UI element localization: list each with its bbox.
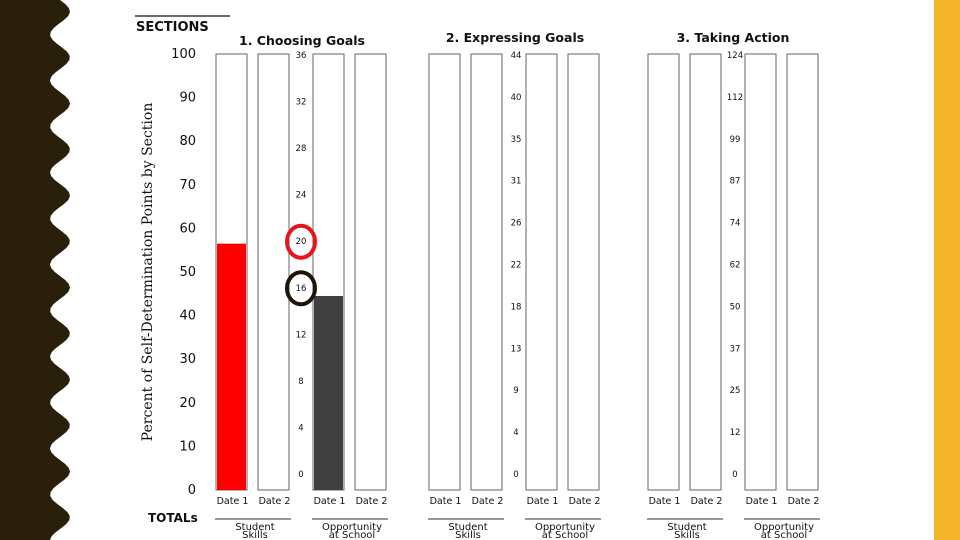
section-title: 1. Choosing Goals <box>239 33 365 48</box>
points-tick-label: 35 <box>511 135 522 145</box>
date-label: Date 2 <box>356 496 388 507</box>
points-tick-label: 0 <box>732 470 737 480</box>
percent-tick-label: 90 <box>179 91 196 106</box>
wavy-edge-shape <box>0 0 70 540</box>
points-tick-label: 124 <box>727 51 743 61</box>
group-label: Skills <box>455 530 481 540</box>
chart-annotations <box>285 223 317 307</box>
points-tick-label: 4 <box>298 423 303 433</box>
chart-section: 2. Expressing Goals Date 1 Date 2 StudentSk… <box>428 30 601 540</box>
points-tick-label: 44 <box>511 51 522 61</box>
points-tick-label: 62 <box>730 261 741 271</box>
date-label: Date 1 <box>217 496 249 507</box>
left-decorative-band <box>0 0 80 540</box>
percent-tick-label: 60 <box>179 221 196 236</box>
points-tick-label: 9 <box>513 386 518 396</box>
percent-tick-label: 70 <box>179 178 196 193</box>
percent-tick-label: 30 <box>179 352 196 367</box>
right-accent-band <box>934 0 960 540</box>
y-axis-label: Percent of Self-Determination Points by … <box>140 103 156 442</box>
group-label: at School <box>761 530 807 540</box>
bar-outline <box>470 53 503 491</box>
points-tick-label: 18 <box>511 302 522 312</box>
group-label: Opportunity <box>754 522 814 533</box>
date-label: Date 2 <box>788 496 820 507</box>
percent-tick-label: 20 <box>179 396 196 411</box>
bar-outline <box>525 53 558 491</box>
points-tick-label: 0 <box>513 470 518 480</box>
bar-outline <box>257 53 290 491</box>
points-tick-label: 12 <box>730 428 741 438</box>
section-title: 2. Expressing Goals <box>446 30 584 45</box>
points-tick-label: 99 <box>730 135 741 145</box>
percent-tick-label: 100 <box>171 47 196 62</box>
points-tick-label: 50 <box>730 302 741 312</box>
percent-tick-label: 50 <box>179 265 196 280</box>
section-title: 3. Taking Action <box>677 30 790 45</box>
bar-outline <box>354 53 387 491</box>
annotation-circle <box>285 270 317 307</box>
date-label: Date 1 <box>649 496 681 507</box>
percent-tick-label: 0 <box>188 483 196 498</box>
group-label: Student <box>448 522 487 533</box>
points-tick-label: 25 <box>730 386 741 396</box>
date-label: Date 1 <box>314 496 346 507</box>
date-label: Date 2 <box>569 496 601 507</box>
bar-outline <box>647 53 680 491</box>
annotation-circle <box>285 223 317 260</box>
group-label: Student <box>667 522 706 533</box>
group-label: Skills <box>242 530 268 540</box>
group-label: Skills <box>674 530 700 540</box>
points-tick-label: 112 <box>727 93 743 103</box>
percent-tick-label: 40 <box>179 309 196 324</box>
percent-tick-label: 80 <box>179 134 196 149</box>
percent-tick-label: 10 <box>179 439 196 454</box>
points-tick-label: 20 <box>296 237 307 247</box>
bar-fill <box>314 295 343 490</box>
points-tick-label: 36 <box>296 51 307 61</box>
points-tick-label: 4 <box>513 428 518 438</box>
date-label: Date 2 <box>259 496 291 507</box>
points-tick-label: 87 <box>730 177 741 187</box>
points-tick-label: 28 <box>296 144 307 154</box>
bar-fill <box>217 243 246 490</box>
chart-section: 3. Taking Action Date 1 Date 2 StudentSkill… <box>647 30 820 540</box>
points-tick-label: 24 <box>296 191 307 201</box>
points-tick-label: 37 <box>730 344 741 354</box>
points-tick-label: 32 <box>296 98 307 108</box>
date-label: Date 2 <box>472 496 504 507</box>
points-tick-label: 12 <box>296 330 307 340</box>
bar-outline <box>744 53 777 491</box>
bar-outline <box>786 53 819 491</box>
points-tick-label: 40 <box>511 93 522 103</box>
group-label: at School <box>329 530 375 540</box>
points-tick-label: 0 <box>298 470 303 480</box>
points-tick-label: 16 <box>296 284 307 294</box>
group-label: Student <box>235 522 274 533</box>
date-label: Date 1 <box>746 496 778 507</box>
group-label: Opportunity <box>322 522 382 533</box>
bar-outline <box>567 53 600 491</box>
bar-outline <box>428 53 461 491</box>
chart-section: 1. Choosing Goals Date 1 Date 2 StudentSkil… <box>215 33 388 540</box>
date-label: Date 1 <box>527 496 559 507</box>
points-tick-label: 22 <box>511 261 522 271</box>
points-tick-label: 31 <box>511 177 522 187</box>
totals-label: TOTALs <box>148 511 198 525</box>
bar-outline <box>689 53 722 491</box>
points-tick-label: 26 <box>511 219 522 229</box>
points-tick-label: 74 <box>730 219 741 229</box>
date-label: Date 1 <box>430 496 462 507</box>
group-label: Opportunity <box>535 522 595 533</box>
points-tick-label: 8 <box>298 377 303 387</box>
date-label: Date 2 <box>691 496 723 507</box>
points-tick-label: 13 <box>511 344 522 354</box>
sections-label: SECTIONS <box>136 20 209 35</box>
group-label: at School <box>542 530 588 540</box>
